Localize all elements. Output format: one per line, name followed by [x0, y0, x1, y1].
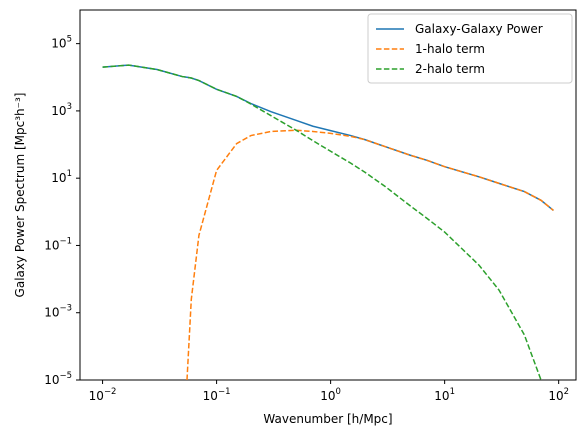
x-tick-label-exponent: −1: [218, 387, 231, 397]
legend-label: Galaxy-Galaxy Power: [415, 22, 543, 36]
y-axis-label: Galaxy Power Spectrum [Mpc³h⁻³]: [13, 93, 27, 298]
series-line: [102, 64, 554, 212]
x-tick-label: 102: [548, 387, 569, 403]
y-tick-label-base: 10: [51, 37, 66, 51]
x-tick-label-exponent: 2: [564, 387, 569, 397]
y-tick-label: 105: [51, 35, 72, 51]
legend-label: 2-halo term: [415, 62, 485, 76]
x-tick-label-exponent: 1: [450, 387, 455, 397]
x-axis-label: Wavenumber [h/Mpc]: [263, 412, 392, 426]
y-tick-label-exponent: −1: [59, 236, 72, 246]
x-tick-label: 101: [434, 387, 455, 403]
y-tick-label: 103: [51, 102, 72, 118]
y-tick-label-base: 10: [44, 238, 59, 252]
y-tick-label: 10−1: [44, 236, 72, 252]
series-line: [102, 64, 542, 380]
y-tick-label: 10−3: [44, 304, 72, 320]
x-tick-label-base: 10: [548, 389, 563, 403]
y-tick-label: 10−5: [44, 371, 72, 387]
series-line: [186, 129, 554, 380]
y-tick-label-exponent: 3: [67, 102, 72, 112]
x-tick-label: 10−1: [203, 387, 231, 403]
x-tick-label-base: 10: [434, 389, 449, 403]
plot-frame: [79, 9, 577, 381]
y-tick-label-base: 10: [51, 171, 66, 185]
x-tick-label-base: 10: [89, 389, 104, 403]
x-tick-label: 100: [320, 387, 341, 403]
y-tick-label-exponent: −5: [59, 371, 72, 381]
y-tick-label-base: 10: [44, 306, 59, 320]
y-tick-label-base: 10: [44, 373, 59, 387]
x-tick-label-base: 10: [320, 389, 335, 403]
legend-label: 1-halo term: [415, 42, 485, 56]
y-tick-label-base: 10: [51, 104, 66, 118]
y-tick-label: 101: [51, 169, 72, 185]
x-tick-label-exponent: −2: [104, 387, 117, 397]
legend-box: [367, 13, 573, 84]
x-tick-label-base: 10: [203, 389, 218, 403]
y-tick-label-exponent: −3: [59, 304, 72, 314]
x-tick-label: 10−2: [89, 387, 117, 403]
plot-lines: [102, 64, 554, 380]
x-tick-label-exponent: 0: [336, 387, 341, 397]
y-tick-label-exponent: 1: [67, 169, 72, 179]
y-tick-label-exponent: 5: [67, 35, 72, 45]
